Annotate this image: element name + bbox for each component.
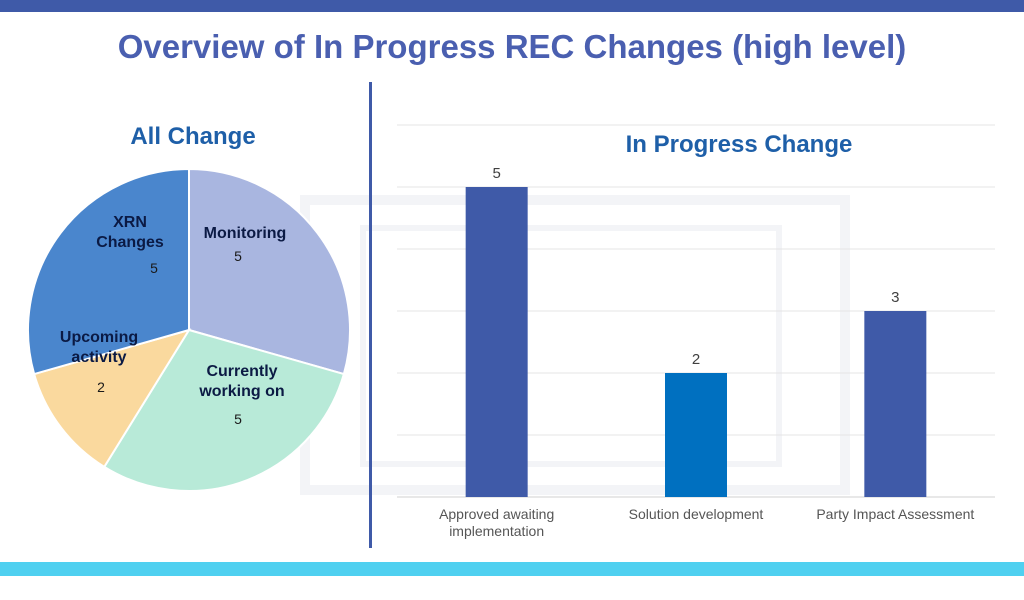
page-title: Overview of In Progress REC Changes (hig… bbox=[117, 28, 907, 65]
pie-chart-title: All Change bbox=[130, 123, 255, 150]
pie-slice bbox=[188, 167, 351, 376]
watermark-frame-inner bbox=[360, 225, 782, 467]
section-divider bbox=[369, 82, 372, 548]
pie-slice-value: 2 bbox=[97, 379, 105, 395]
bar bbox=[465, 187, 528, 497]
category-label: Approved awaiting implementation bbox=[439, 506, 554, 539]
bar-data-label: 5 bbox=[492, 165, 500, 182]
bar-data-label: 3 bbox=[891, 289, 899, 306]
pie-slice-label: Upcoming activity bbox=[60, 329, 138, 366]
pie-slice bbox=[32, 328, 192, 469]
bar-data-label: 2 bbox=[692, 351, 700, 368]
pie-slice-label: XRN Changes bbox=[96, 214, 164, 251]
pie-slice-value: 5 bbox=[150, 260, 158, 276]
bar-chart-title: In Progress Change bbox=[626, 131, 853, 158]
bottom-accent-bar bbox=[0, 562, 1024, 576]
pie-slice-label: Monitoring bbox=[204, 225, 287, 242]
pie-slice-value: 5 bbox=[234, 411, 242, 427]
bar bbox=[864, 311, 927, 497]
category-label: Solution development bbox=[629, 506, 764, 522]
top-accent-bar bbox=[0, 0, 1024, 12]
pie-slice bbox=[27, 167, 190, 376]
pie-chart: All Change Monitoring 5 Currently working on… bbox=[27, 123, 351, 492]
bar bbox=[665, 373, 727, 497]
bar-chart: In Progress Change 5 Approved awaiting impl… bbox=[397, 124, 995, 539]
pie-slice-value: 5 bbox=[234, 248, 242, 264]
pie-slice-label: Currently working on bbox=[198, 363, 284, 400]
category-label: Party Impact Assessment bbox=[816, 506, 974, 522]
